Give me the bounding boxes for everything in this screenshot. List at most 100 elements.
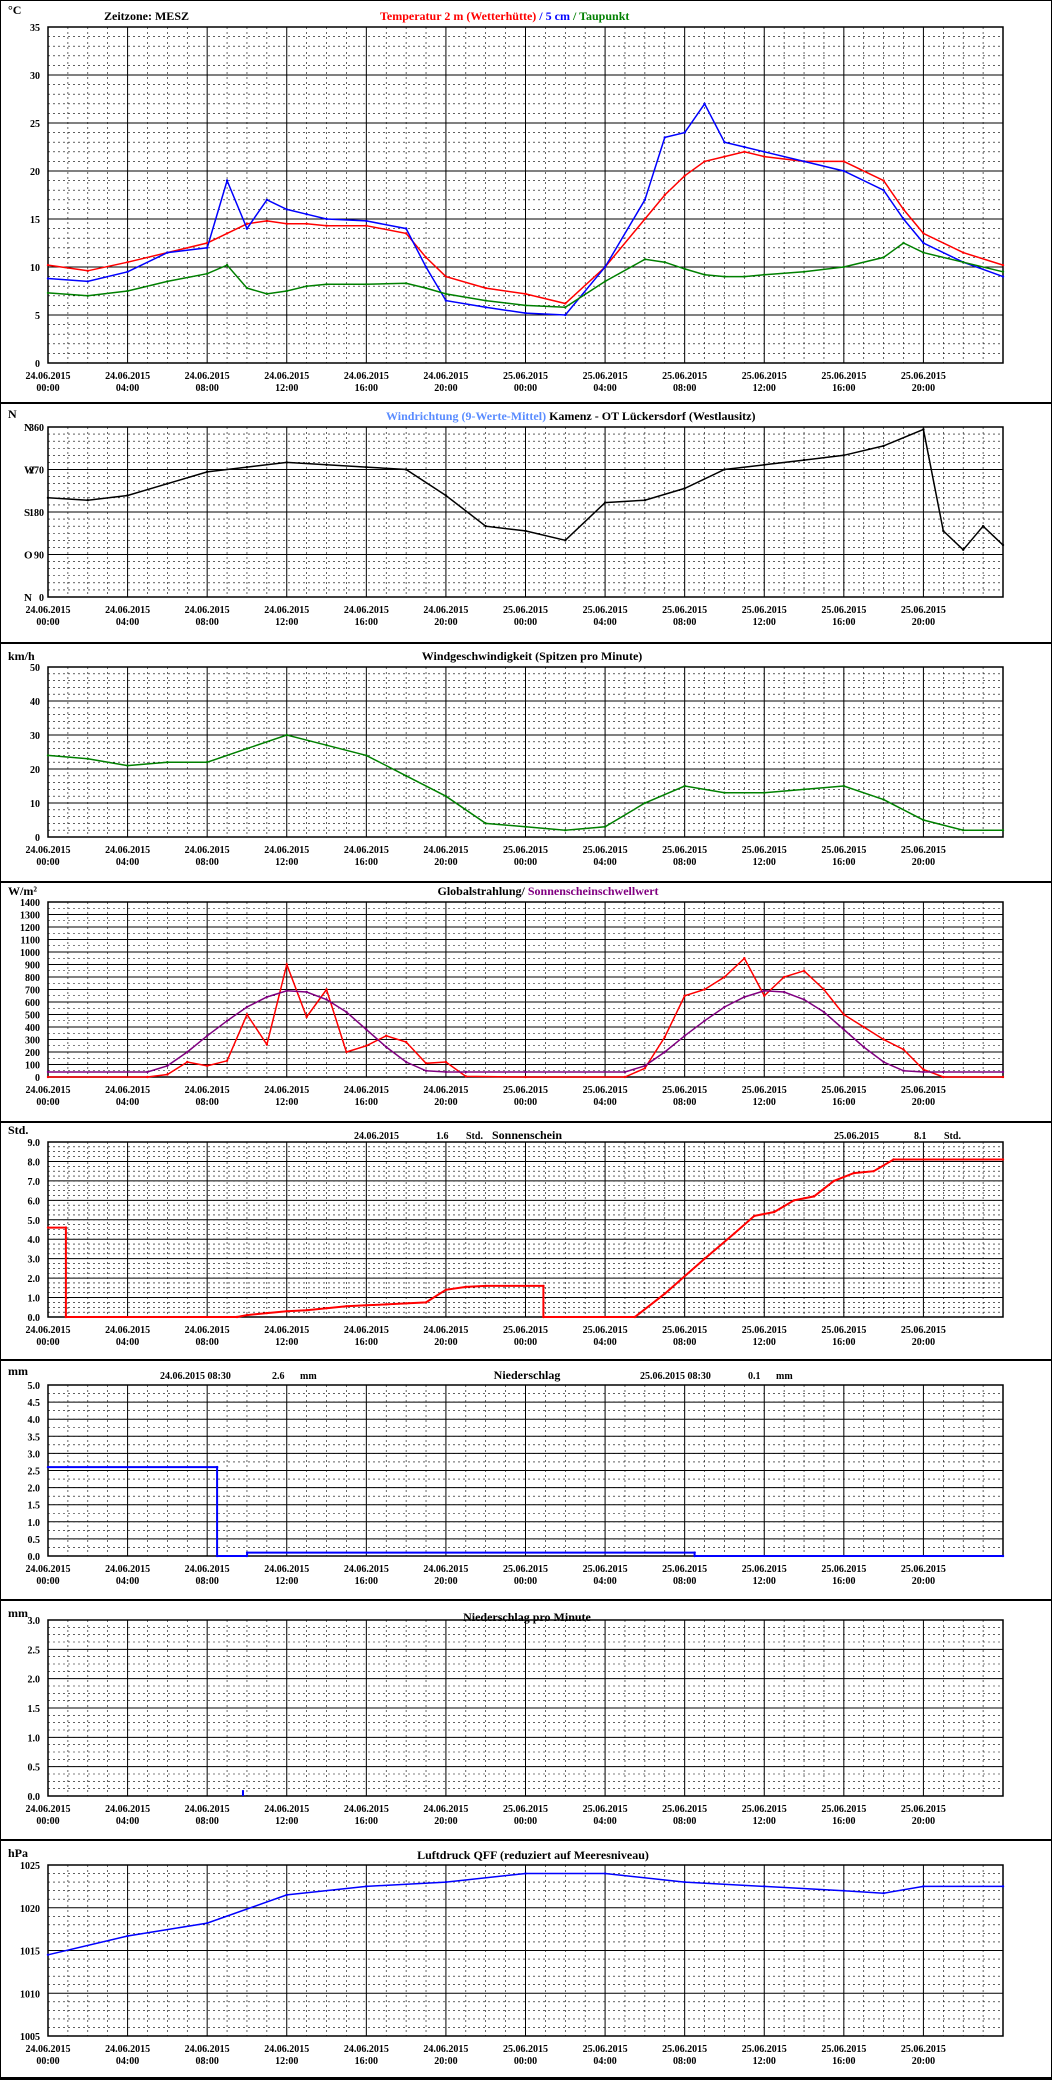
xtick-time: 00:00 (514, 857, 537, 868)
data-point (166, 251, 169, 254)
data-point (962, 829, 965, 832)
xtick-date: 25.06.2015 (583, 1564, 628, 1575)
chart-panel-7: 0.00.51.01.52.02.53.024.06.201500:0024.0… (8, 1606, 1004, 1827)
ytick-label: 270 (29, 466, 44, 477)
data-point (743, 150, 746, 153)
day-total-value: 1.6 (436, 1131, 449, 1142)
xtick-date: 24.06.2015 (423, 605, 468, 616)
xtick-date: 25.06.2015 (901, 845, 946, 856)
data-point (693, 1551, 696, 1554)
data-point (404, 468, 408, 471)
data-point (484, 306, 487, 309)
data-point (424, 1301, 428, 1304)
ytick-label: 8.0 (28, 1157, 41, 1168)
data-point (643, 1067, 647, 1070)
chart-panel-8: 1005101010151020102524.06.201500:0024.06… (8, 1846, 1005, 2067)
data-point (842, 169, 846, 173)
xtick-time: 00:00 (36, 1337, 59, 1348)
xtick-time: 16:00 (355, 1337, 378, 1348)
data-point (225, 263, 229, 267)
data-point (842, 1889, 846, 1892)
chart-title-part: Sonnenscheinschwellwert (528, 884, 659, 898)
ytick-label: 3.5 (28, 1432, 41, 1443)
xtick-date: 25.06.2015 (742, 1804, 787, 1815)
xtick-date: 24.06.2015 (185, 1804, 230, 1815)
ytick-label: 2.0 (28, 1675, 41, 1686)
data-point (225, 179, 229, 182)
data-point (663, 1292, 666, 1295)
xtick-time: 08:00 (195, 1816, 218, 1827)
data-point (166, 1073, 169, 1076)
xtick-time: 16:00 (355, 1097, 378, 1108)
xtick-date: 25.06.2015 (742, 2044, 787, 2055)
xtick-time: 16:00 (355, 1576, 378, 1587)
xtick-time: 16:00 (355, 2056, 378, 2067)
xtick-time: 08:00 (673, 1097, 696, 1108)
data-point (424, 265, 428, 269)
data-point (922, 818, 925, 822)
data-point (524, 1070, 527, 1074)
plot-frame (47, 426, 1004, 598)
ytick-label: 4.5 (28, 1398, 41, 1409)
ytick-letter: N (24, 592, 32, 604)
data-point (305, 1015, 308, 1019)
xtick-date: 25.06.2015 (662, 1804, 707, 1815)
day-total-date: 25.06.2015 (834, 1131, 879, 1142)
ytick-label: 0.0 (28, 1552, 41, 1563)
ytick-label: 1.5 (28, 1704, 41, 1715)
xtick-date: 24.06.2015 (26, 605, 71, 616)
xtick-time: 00:00 (514, 1097, 537, 1108)
xtick-time: 04:00 (593, 2056, 616, 2067)
xtick-date: 25.06.2015 (583, 1325, 628, 1336)
xtick-date: 24.06.2015 (185, 1564, 230, 1575)
data-point (285, 222, 288, 225)
chart-title: Sonnenschein (492, 1128, 562, 1142)
data-point (922, 1068, 925, 1071)
data-point (1001, 1075, 1005, 1079)
data-point (723, 141, 726, 144)
data-point (166, 280, 169, 283)
data-point (1001, 263, 1005, 267)
data-point (922, 1885, 925, 1888)
data-point (305, 1308, 308, 1312)
xtick-date: 24.06.2015 (344, 1804, 389, 1815)
xtick-date: 24.06.2015 (105, 371, 150, 382)
axis-unit: °C (8, 3, 21, 17)
xtick-date: 25.06.2015 (821, 1564, 866, 1575)
xtick-time: 20:00 (434, 1097, 457, 1108)
day-total-date: 25.06.2015 08:30 (640, 1371, 711, 1382)
ytick-letter: W (24, 465, 35, 477)
data-point (245, 1551, 249, 1554)
xtick-time: 20:00 (912, 857, 935, 868)
ytick-label: 800 (25, 973, 40, 984)
xtick-date: 24.06.2015 (185, 2044, 230, 2055)
data-point (404, 1302, 408, 1305)
data-point (345, 1010, 348, 1014)
data-point (603, 501, 607, 504)
xtick-date: 25.06.2015 (583, 1085, 628, 1096)
data-point (524, 311, 527, 315)
ytick-label: 300 (25, 1036, 40, 1047)
data-point (623, 1070, 627, 1074)
xtick-time: 20:00 (912, 1337, 935, 1348)
data-point (683, 267, 686, 271)
xtick-date: 25.06.2015 (503, 1804, 548, 1815)
xtick-date: 25.06.2015 (662, 1325, 707, 1336)
data-point (325, 463, 328, 466)
data-point (792, 1199, 796, 1202)
data-point (484, 524, 487, 528)
xtick-date: 24.06.2015 (423, 1564, 468, 1575)
data-point (802, 270, 806, 273)
xtick-time: 04:00 (116, 1097, 139, 1108)
ytick-label: 1300 (20, 911, 40, 922)
data-point (643, 217, 647, 221)
chart-title-part: / (536, 9, 545, 23)
xtick-time: 08:00 (673, 1816, 696, 1827)
xtick-date: 24.06.2015 (26, 2044, 71, 2055)
data-point (922, 1070, 925, 1074)
data-point (215, 1554, 219, 1558)
plot-frame (47, 26, 1004, 364)
xtick-date: 24.06.2015 (344, 845, 389, 856)
xtick-time: 04:00 (116, 617, 139, 628)
data-point (404, 1040, 408, 1044)
